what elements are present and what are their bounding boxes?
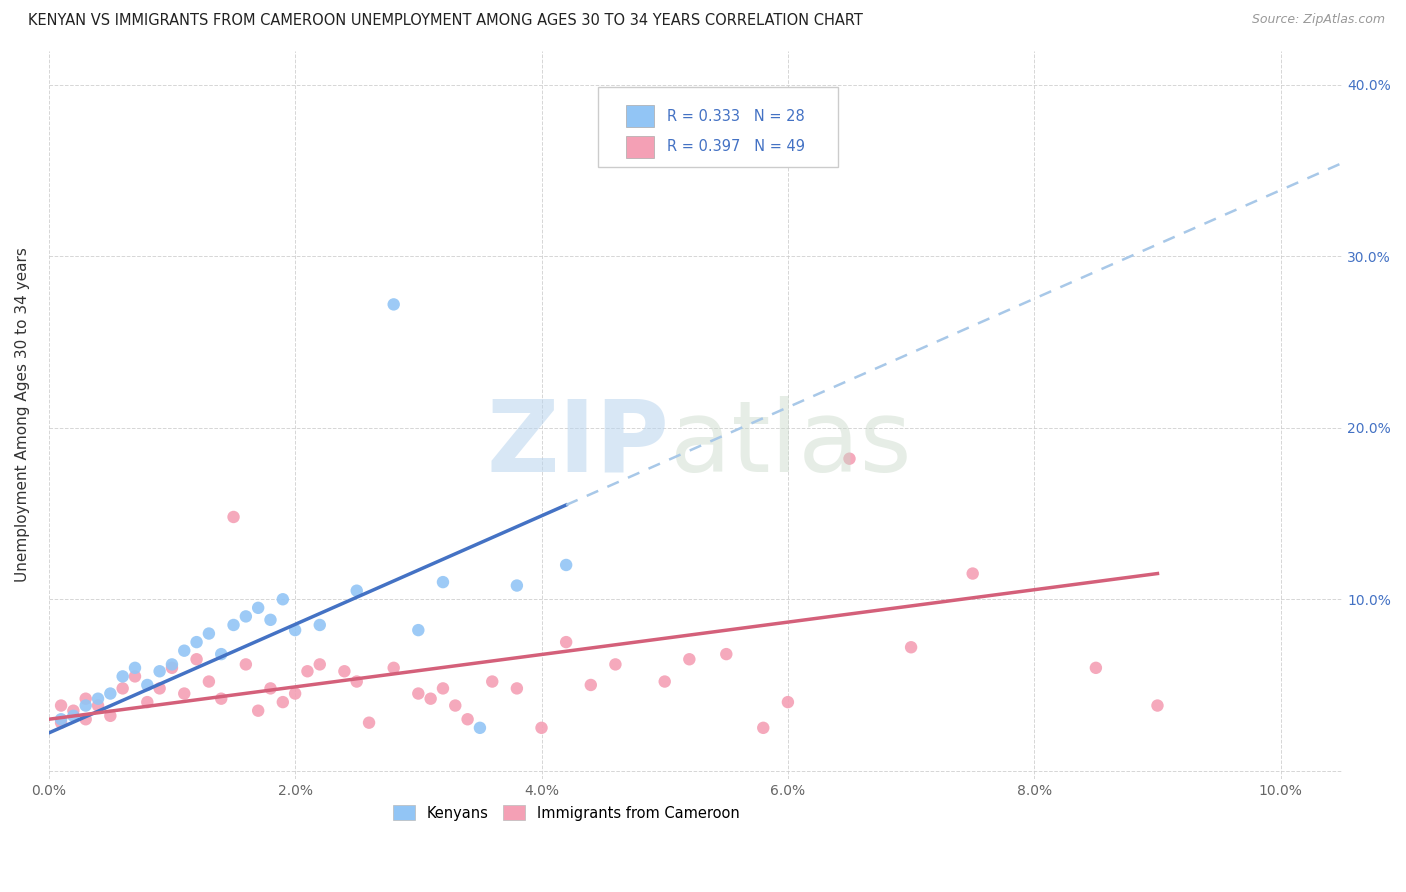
Point [209, 691, 232, 706]
Point [49, 712, 72, 726]
Point [259, 613, 281, 627]
Y-axis label: Unemployment Among Ages 30 to 34 years: Unemployment Among Ages 30 to 34 years [15, 248, 30, 582]
Point [444, 698, 467, 713]
Point [75, 712, 97, 726]
FancyBboxPatch shape [626, 105, 654, 128]
Point [357, 715, 380, 730]
Point [173, 643, 195, 657]
Point [186, 635, 208, 649]
Point [198, 626, 221, 640]
Point [75, 691, 97, 706]
Point [506, 578, 529, 592]
Point [160, 661, 183, 675]
Point [1146, 698, 1168, 713]
Point [382, 661, 405, 675]
Point [284, 623, 307, 637]
Point [468, 721, 491, 735]
Point [235, 657, 257, 672]
Point [75, 698, 97, 713]
Point [136, 695, 159, 709]
Point [838, 451, 860, 466]
Point [297, 665, 319, 679]
Point [198, 674, 221, 689]
FancyBboxPatch shape [599, 87, 838, 168]
Point [432, 681, 454, 696]
Point [408, 687, 430, 701]
Point [160, 657, 183, 672]
Point [333, 665, 356, 679]
Point [111, 669, 134, 683]
Point [111, 681, 134, 696]
Point [605, 657, 627, 672]
Point [346, 583, 368, 598]
Point [752, 721, 775, 735]
Point [271, 592, 294, 607]
Point [98, 708, 121, 723]
Point [87, 691, 110, 706]
Point [382, 297, 405, 311]
Point [124, 669, 146, 683]
Point [271, 695, 294, 709]
Point [136, 678, 159, 692]
Point [408, 623, 430, 637]
Point [209, 647, 232, 661]
Point [555, 558, 578, 572]
Point [530, 721, 553, 735]
Point [716, 647, 738, 661]
Text: Source: ZipAtlas.com: Source: ZipAtlas.com [1251, 13, 1385, 27]
Point [222, 510, 245, 524]
Point [235, 609, 257, 624]
Point [579, 678, 602, 692]
Point [1084, 661, 1107, 675]
Point [284, 687, 307, 701]
Point [247, 600, 270, 615]
Point [124, 661, 146, 675]
Text: R = 0.333   N = 28: R = 0.333 N = 28 [666, 109, 804, 124]
Text: atlas: atlas [669, 396, 911, 492]
Point [776, 695, 799, 709]
Point [506, 681, 529, 696]
Point [481, 674, 503, 689]
Point [49, 698, 72, 713]
Point [186, 652, 208, 666]
Point [308, 657, 330, 672]
Text: ZIP: ZIP [486, 396, 669, 492]
Point [62, 708, 84, 723]
Text: KENYAN VS IMMIGRANTS FROM CAMEROON UNEMPLOYMENT AMONG AGES 30 TO 34 YEARS CORREL: KENYAN VS IMMIGRANTS FROM CAMEROON UNEMP… [28, 13, 863, 29]
Point [457, 712, 479, 726]
Point [654, 674, 676, 689]
Point [962, 566, 984, 581]
Point [432, 575, 454, 590]
Point [98, 687, 121, 701]
Point [173, 687, 195, 701]
Point [419, 691, 441, 706]
FancyBboxPatch shape [626, 136, 654, 158]
Point [259, 681, 281, 696]
Text: R = 0.397   N = 49: R = 0.397 N = 49 [666, 139, 806, 154]
Point [900, 640, 922, 655]
Point [222, 618, 245, 632]
Point [247, 704, 270, 718]
Point [87, 698, 110, 713]
Point [149, 665, 172, 679]
Point [308, 618, 330, 632]
Point [678, 652, 700, 666]
Point [49, 715, 72, 730]
Point [346, 674, 368, 689]
Legend: Kenyans, Immigrants from Cameroon: Kenyans, Immigrants from Cameroon [387, 799, 745, 827]
Point [555, 635, 578, 649]
Point [62, 704, 84, 718]
Point [149, 681, 172, 696]
